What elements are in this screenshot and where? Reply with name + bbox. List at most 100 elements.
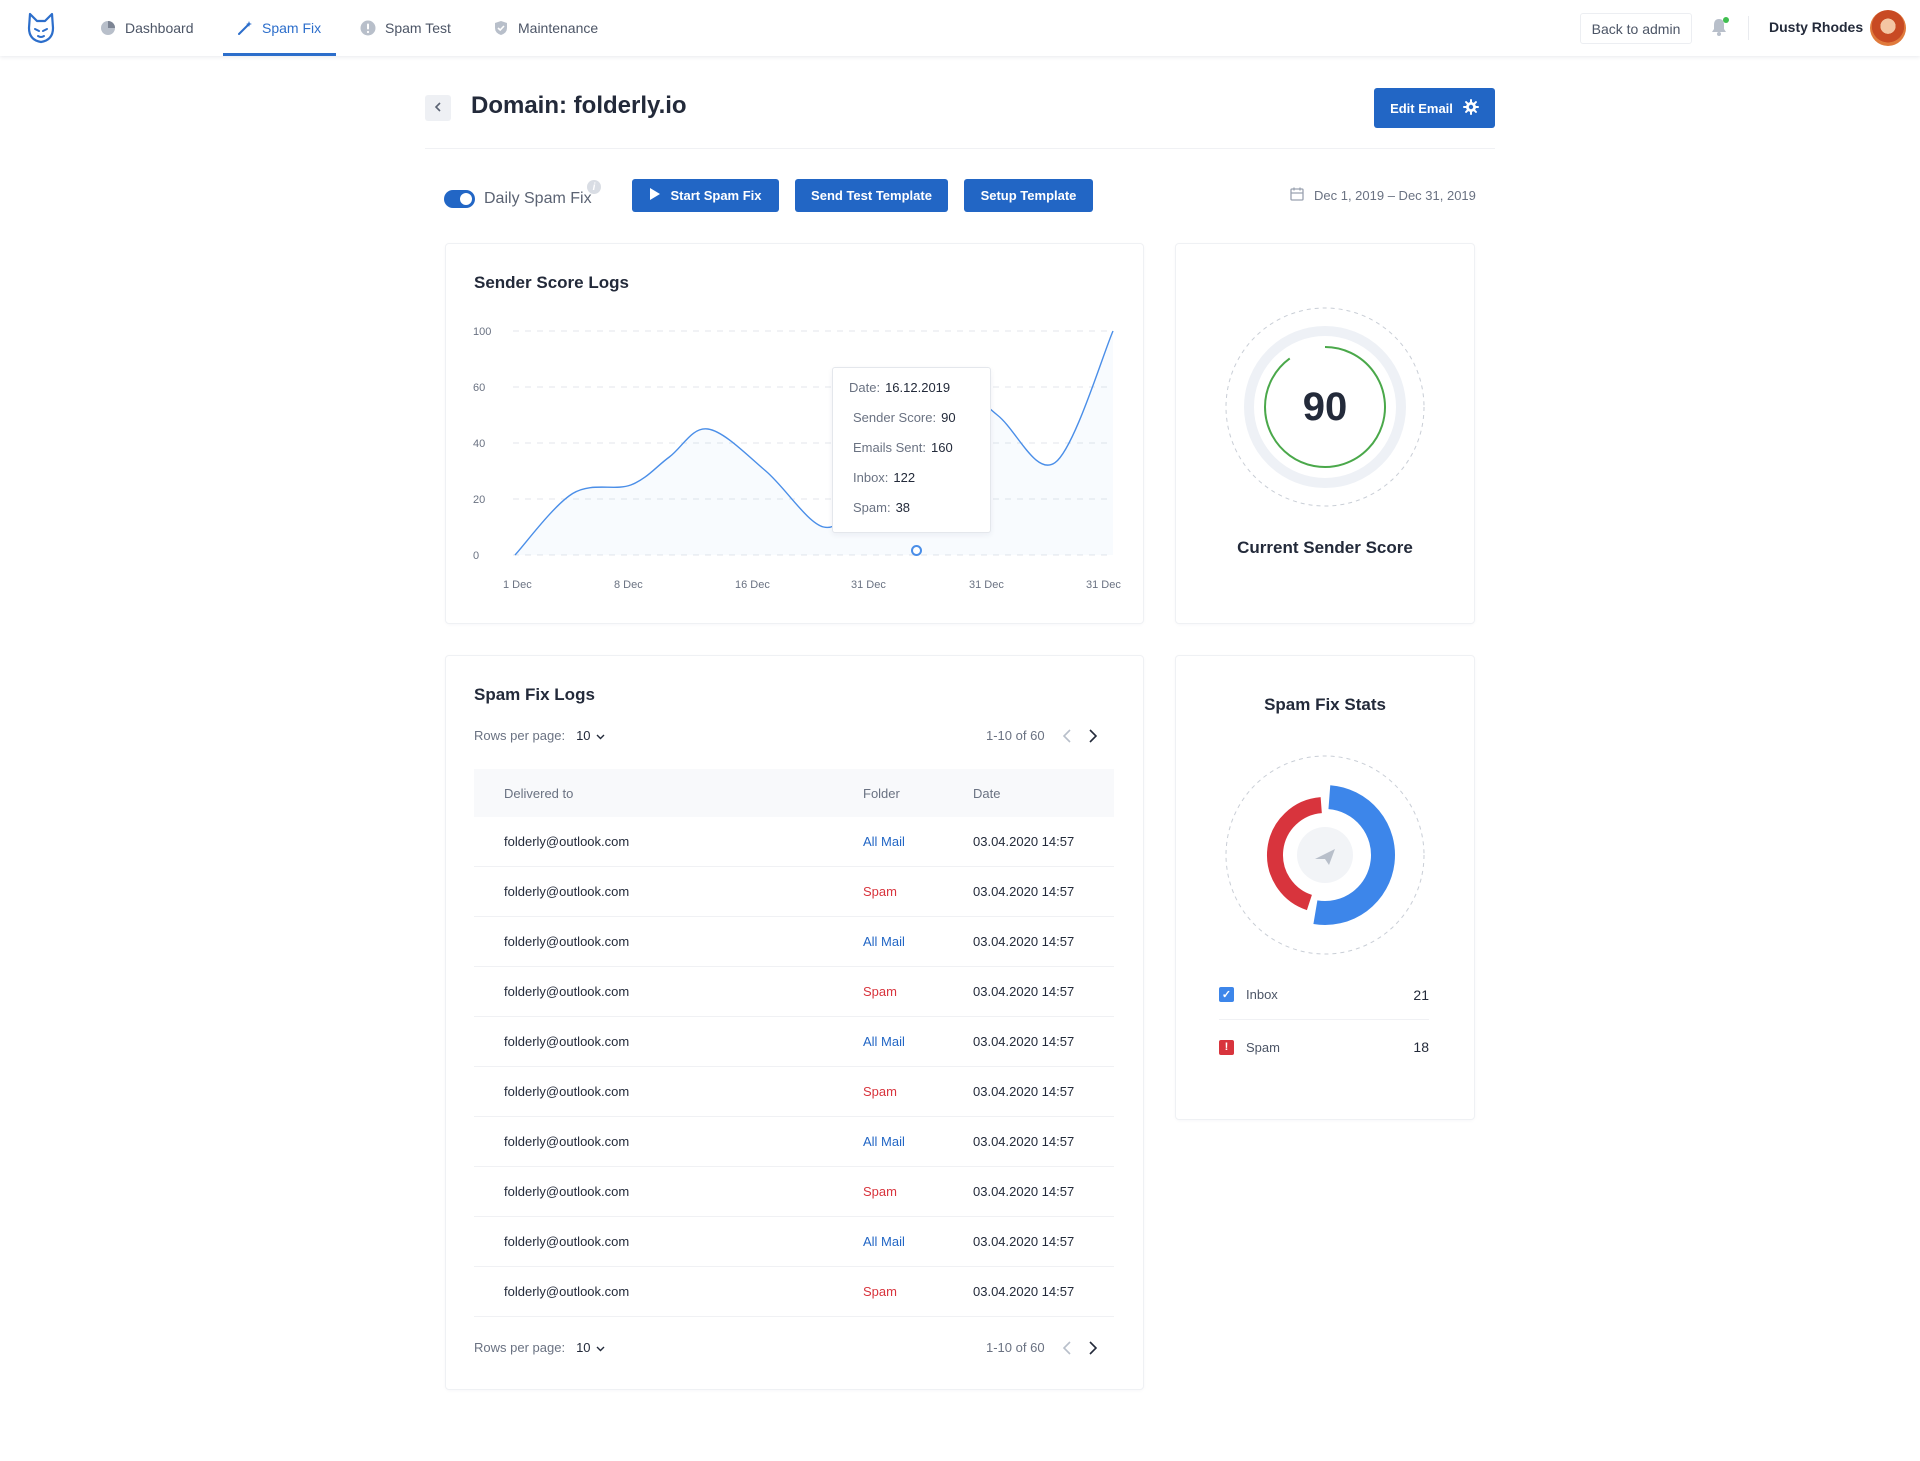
next-page-icon[interactable] <box>1088 1340 1097 1355</box>
paper-plane-icon <box>1315 849 1335 865</box>
tooltip-value: 38 <box>895 500 911 515</box>
edit-email-label: Edit Email <box>1390 100 1453 116</box>
folder-cell: Spam <box>863 1184 897 1199</box>
folder-cell: Spam <box>863 884 897 899</box>
rows-per-page-value: 10 <box>576 728 591 743</box>
date-cell: 03.04.2020 14:57 <box>973 1034 1075 1049</box>
x-tick-label: 31 Dec <box>969 579 1004 591</box>
rows-per-page-value: 10 <box>576 1340 591 1355</box>
folder-cell: All Mail <box>863 1134 905 1149</box>
user-name[interactable]: Dusty Rhodes <box>1769 19 1864 35</box>
table-row[interactable]: folderly@outlook.com Spam 03.04.2020 14:57 <box>474 1267 1114 1317</box>
table-row[interactable]: folderly@outlook.com All Mail 03.04.2020 1… <box>474 917 1114 967</box>
fox-logo-icon[interactable] <box>26 12 56 44</box>
date-cell: 03.04.2020 14:57 <box>973 884 1075 899</box>
chart-hover-point[interactable] <box>911 545 922 556</box>
rows-per-page-bottom: Rows per page: 10 <box>474 1340 605 1355</box>
sender-score-logs-title: Sender Score Logs <box>474 273 629 292</box>
edit-email-button[interactable]: Edit Email <box>1374 88 1495 128</box>
table-header: Delivered to Folder Date <box>474 769 1114 817</box>
table-row[interactable]: folderly@outlook.com Spam 03.04.2020 14:57 <box>474 1167 1114 1217</box>
folder-cell: Spam <box>863 1084 897 1099</box>
date-cell: 03.04.2020 14:57 <box>973 934 1075 949</box>
column-header-date[interactable]: Date <box>973 785 1001 801</box>
date-cell: 03.04.2020 14:57 <box>973 1284 1075 1299</box>
magic-wand-icon <box>237 20 253 36</box>
checkbox-checked-icon[interactable]: ✓ <box>1219 987 1234 1002</box>
gauge-score-arc <box>1264 346 1386 468</box>
next-page-icon[interactable] <box>1088 728 1097 743</box>
start-spam-fix-button[interactable]: Start Spam Fix <box>632 179 779 212</box>
tooltip-label: Date: <box>849 380 881 395</box>
avatar[interactable] <box>1870 10 1906 46</box>
column-header-delivered-to[interactable]: Delivered to <box>504 785 574 801</box>
rows-per-page-select[interactable]: 10 <box>576 1340 605 1355</box>
table-row[interactable]: folderly@outlook.com Spam 03.04.2020 14:57 <box>474 967 1114 1017</box>
folder-cell: All Mail <box>863 934 905 949</box>
setup-template-button[interactable]: Setup Template <box>964 179 1093 212</box>
folder-cell: All Mail <box>863 1034 905 1049</box>
nav-item-maintenance[interactable]: Maintenance <box>493 0 598 56</box>
prev-page-icon[interactable] <box>1062 728 1071 743</box>
prev-page-icon[interactable] <box>1062 1340 1071 1355</box>
column-header-folder[interactable]: Folder <box>863 785 900 801</box>
pagination-top: 1-10 of 60 <box>986 728 1097 743</box>
pie-chart-icon <box>100 20 116 36</box>
delivered-to-cell: folderly@outlook.com <box>504 1084 630 1099</box>
spam-fix-donut-chart <box>1225 755 1425 955</box>
nav-label-spam-test: Spam Test <box>385 20 451 36</box>
folder-cell: Spam <box>863 984 897 999</box>
daily-spam-fix-label: Daily Spam Fix <box>484 190 592 207</box>
nav-item-dashboard[interactable]: Dashboard <box>100 0 194 56</box>
table-row[interactable]: folderly@outlook.com All Mail 03.04.2020 1… <box>474 1017 1114 1067</box>
nav-item-spam-fix[interactable]: Spam Fix <box>237 0 321 56</box>
date-cell: 03.04.2020 14:57 <box>973 984 1075 999</box>
table-row[interactable]: folderly@outlook.com Spam 03.04.2020 14:57 <box>474 1067 1114 1117</box>
notification-bell-icon[interactable] <box>1711 18 1727 40</box>
sender-score-value: 90 <box>1302 385 1348 429</box>
back-button[interactable] <box>425 95 451 121</box>
tooltip-value: 122 <box>893 470 916 485</box>
y-tick-label: 20 <box>473 494 485 506</box>
back-to-admin-button[interactable]: Back to admin <box>1580 13 1692 44</box>
delivered-to-cell: folderly@outlook.com <box>504 884 630 899</box>
delivered-to-cell: folderly@outlook.com <box>504 1234 630 1249</box>
delivered-to-cell: folderly@outlook.com <box>504 1134 630 1149</box>
spam-alert-icon[interactable]: ! <box>1219 1039 1234 1055</box>
date-cell: 03.04.2020 14:57 <box>973 1134 1075 1149</box>
daily-spam-fix-toggle[interactable] <box>444 190 475 208</box>
notification-dot <box>1723 17 1729 23</box>
delivered-to-cell: folderly@outlook.com <box>504 1284 630 1299</box>
play-icon <box>649 188 661 203</box>
alert-circle-icon <box>360 20 376 36</box>
delivered-to-cell: folderly@outlook.com <box>504 934 630 949</box>
date-cell: 03.04.2020 14:57 <box>973 1084 1075 1099</box>
send-test-template-button[interactable]: Send Test Template <box>795 179 948 212</box>
x-tick-label: 1 Dec <box>503 579 532 591</box>
y-tick-label: 60 <box>473 382 485 394</box>
legend-spam[interactable]: ! Spam 18 <box>1219 1022 1429 1072</box>
tooltip-score-row: Sender Score: 90 <box>849 410 990 440</box>
legend-inbox-label: Inbox <box>1246 987 1278 1002</box>
info-icon[interactable]: i <box>587 180 601 194</box>
tooltip-value: 90 <box>941 410 956 425</box>
table-row[interactable]: folderly@outlook.com All Mail 03.04.2020 1… <box>474 1117 1114 1167</box>
chevron-down-icon <box>596 728 605 743</box>
chevron-left-icon <box>433 100 443 117</box>
date-range-picker[interactable]: Dec 1, 2019 – Dec 31, 2019 <box>1290 187 1476 204</box>
y-tick-label: 0 <box>473 550 479 562</box>
sender-score-gauge <box>1225 307 1425 507</box>
table-row[interactable]: folderly@outlook.com All Mail 03.04.2020 1… <box>474 817 1114 867</box>
table-row[interactable]: folderly@outlook.com All Mail 03.04.2020 1… <box>474 1217 1114 1267</box>
legend-inbox[interactable]: ✓ Inbox 21 <box>1219 970 1429 1020</box>
nav-item-spam-test[interactable]: Spam Test <box>360 0 451 56</box>
tooltip-value: 16.12.2019 <box>885 380 951 395</box>
folder-cell: Spam <box>863 1284 897 1299</box>
delivered-to-cell: folderly@outlook.com <box>504 1184 630 1199</box>
rows-per-page-label: Rows per page: <box>474 728 566 743</box>
chevron-down-icon <box>596 1340 605 1355</box>
rows-per-page-select[interactable]: 10 <box>576 728 605 743</box>
tooltip-label: Sender Score: <box>853 410 937 425</box>
table-row[interactable]: folderly@outlook.com Spam 03.04.2020 14:57 <box>474 867 1114 917</box>
date-cell: 03.04.2020 14:57 <box>973 1184 1075 1199</box>
